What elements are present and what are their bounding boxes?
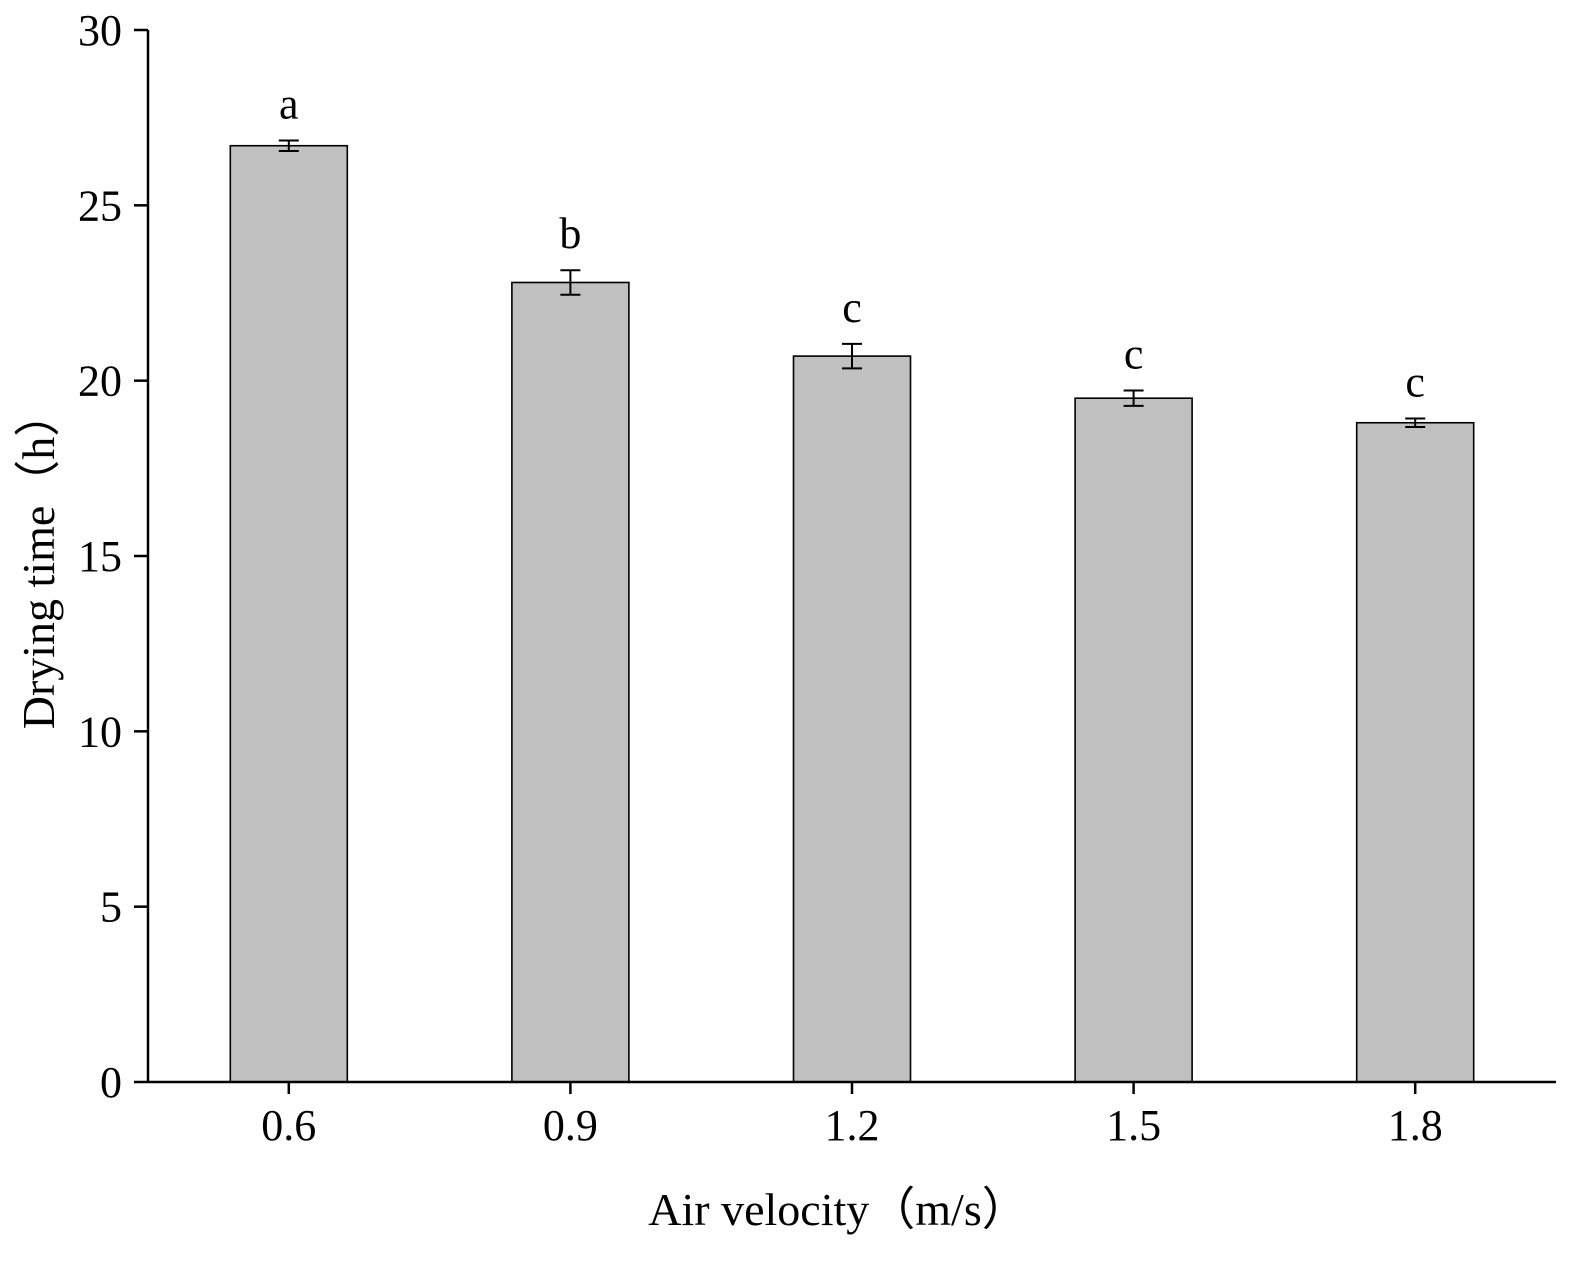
y-axis-ticks: 0 5 10 15 20 25 30 [78, 6, 148, 1107]
significance-letter-1.2: c [842, 283, 862, 332]
x-tick-label-0.9: 0.9 [543, 1101, 598, 1150]
error-bar-1.5 [1123, 389, 1144, 407]
x-tick-label-1.2: 1.2 [825, 1101, 880, 1150]
y-tick-label-4: 20 [78, 357, 122, 406]
significance-letter-1.8: c [1405, 358, 1425, 407]
bar-1.2 [792, 355, 912, 1083]
significance-letter-0.6: a [279, 79, 299, 128]
x-tick-label-0.6: 0.6 [261, 1101, 316, 1150]
error-bars [278, 139, 1426, 428]
bar-0.9 [511, 281, 630, 1083]
error-bar-1.2 [842, 342, 862, 370]
bar-1.8 [1355, 421, 1475, 1083]
y-tick-label-1: 5 [100, 883, 122, 932]
x-tick-label-1.5: 1.5 [1106, 1101, 1161, 1150]
significance-letter-1.5: c [1124, 329, 1144, 378]
error-bar-0.6 [278, 139, 299, 152]
y-tick-label-3: 15 [78, 532, 122, 581]
significance-letter-0.9: b [559, 209, 581, 258]
bars [229, 144, 1475, 1083]
y-tick-label-6: 30 [78, 6, 122, 55]
x-axis-ticks: 0.6 0.9 1.2 1.5 1.8 [261, 1082, 1443, 1150]
bar-0.6 [229, 144, 349, 1083]
bar-1.5 [1074, 397, 1193, 1083]
significance-labels: a b c c c [279, 79, 1425, 406]
y-tick-label-5: 25 [78, 181, 122, 230]
x-axis-label: Air velocity（m/s） [648, 1184, 1027, 1235]
y-tick-label-2: 10 [78, 707, 122, 756]
error-bar-0.9 [560, 269, 581, 296]
y-tick-label-0: 0 [100, 1058, 122, 1107]
y-axis-label: Drying time（h） [13, 391, 64, 730]
error-bar-1.8 [1405, 417, 1426, 428]
x-tick-label-1.8: 1.8 [1388, 1101, 1443, 1150]
